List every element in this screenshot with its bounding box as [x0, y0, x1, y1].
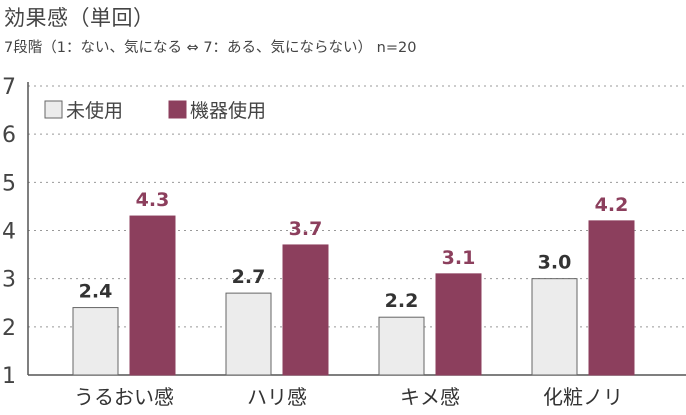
data-label: 3.1	[442, 247, 476, 269]
y-tick-label: 1	[2, 364, 16, 389]
data-label: 2.7	[232, 266, 266, 288]
y-tick-label: 4	[2, 220, 16, 245]
x-category-label: 化粧ノリ	[543, 385, 623, 409]
x-category-label: うるおい感	[74, 385, 174, 409]
data-label: 3.0	[538, 252, 572, 274]
y-tick-label: 2	[2, 316, 16, 341]
bar-device-1	[282, 244, 329, 376]
legend-label: 未使用	[66, 100, 123, 122]
bar-unused-2	[378, 316, 425, 376]
legend-swatch-device	[168, 100, 187, 119]
data-label: 4.3	[136, 189, 170, 211]
x-category-label: キメ感	[400, 385, 460, 409]
legend-label: 機器使用	[190, 100, 266, 122]
data-label: 3.7	[289, 218, 323, 240]
bar-unused-3	[531, 278, 578, 376]
bar-unused-1	[225, 292, 272, 376]
chart-subtitle: 7段階（1：ない、気になる ⇔ 7：ある、気にならない） n=20	[4, 40, 417, 56]
bar-device-3	[588, 220, 635, 376]
y-tick-label: 6	[2, 123, 16, 148]
bar-unused-0	[72, 307, 119, 376]
data-label: 2.4	[79, 281, 113, 303]
chart-title: 効果感（単回）	[4, 6, 155, 30]
y-tick-label: 5	[2, 171, 16, 196]
data-label: 4.2	[595, 194, 629, 216]
legend-swatch-unused	[44, 100, 63, 119]
bar-device-2	[435, 273, 482, 376]
bar-device-0	[129, 215, 176, 376]
data-label: 2.2	[385, 290, 419, 312]
y-tick-label: 3	[2, 268, 16, 293]
y-tick-label: 7	[2, 75, 16, 100]
x-category-label: ハリ感	[247, 385, 307, 409]
